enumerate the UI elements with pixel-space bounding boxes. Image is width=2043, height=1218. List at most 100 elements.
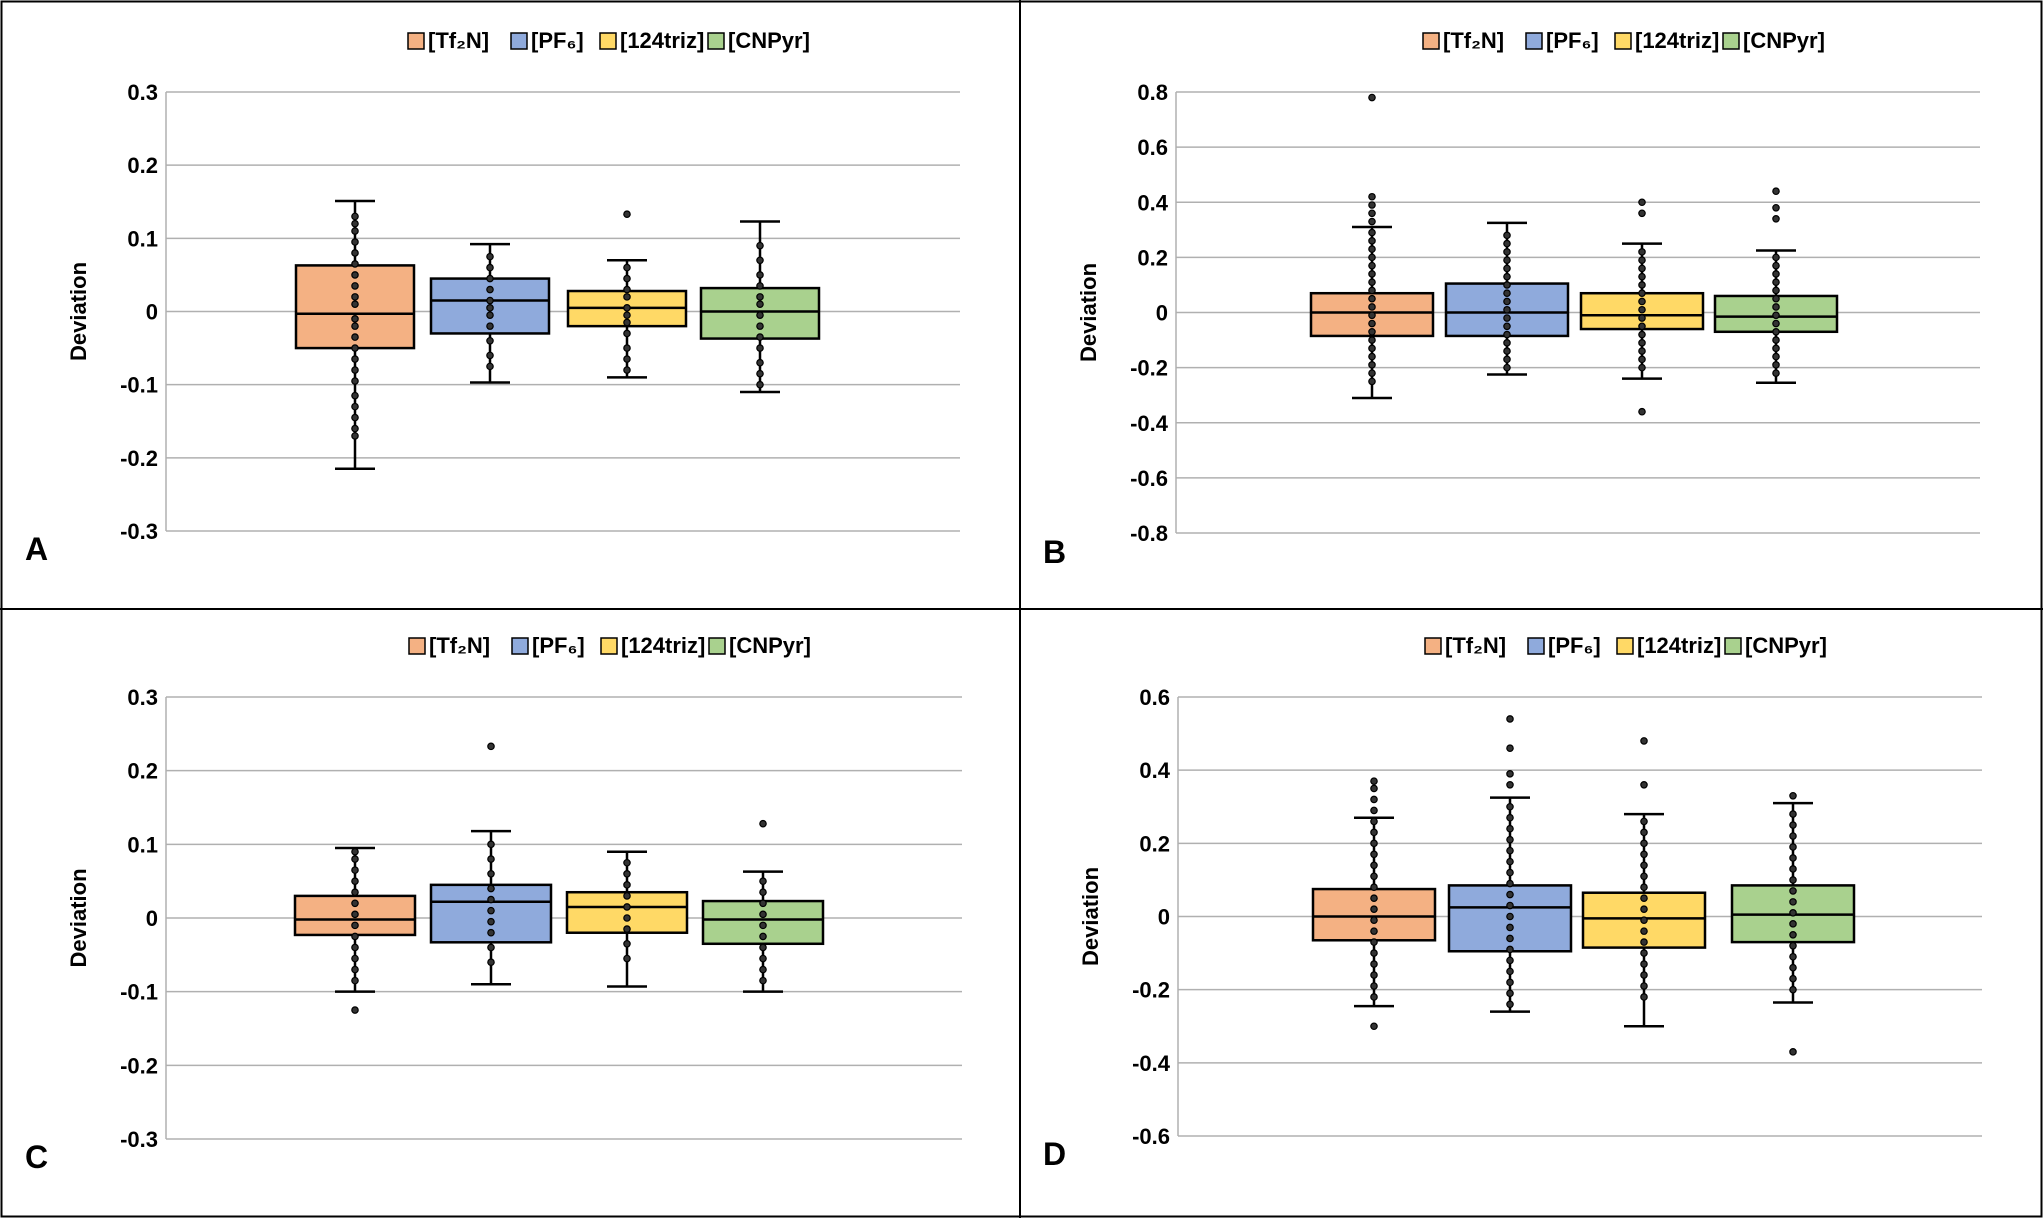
data-point: [1503, 264, 1511, 273]
data-point: [487, 742, 495, 751]
legend-label: [CNPyr]: [1743, 28, 1825, 53]
data-point: [1789, 1048, 1797, 1056]
data-point: [1506, 978, 1514, 987]
data-point: [1772, 319, 1780, 328]
data-point: [1640, 737, 1648, 745]
data-point: [1506, 835, 1514, 844]
y-tick-label: 0.1: [127, 226, 158, 251]
legend-label: [124triz]: [621, 633, 705, 658]
data-point: [759, 877, 767, 885]
box-group: [699, 220, 821, 394]
data-point: [351, 921, 359, 930]
data-point: [1368, 93, 1376, 102]
data-point: [1772, 253, 1780, 262]
data-point: [1368, 344, 1376, 353]
data-point: [623, 366, 631, 374]
legend-swatch: [1722, 32, 1740, 50]
data-point: [1638, 363, 1646, 372]
data-point: [1368, 369, 1376, 377]
legend-label: [PF₆]: [532, 633, 585, 658]
data-point: [1370, 795, 1378, 804]
y-tick-label: -0.6: [1132, 1124, 1170, 1149]
y-tick-label: -0.3: [120, 519, 158, 544]
data-point: [759, 932, 767, 941]
data-point: [623, 914, 631, 922]
data-point: [1503, 248, 1511, 256]
data-point: [1503, 339, 1511, 347]
data-point: [1503, 347, 1511, 355]
data-point: [1506, 744, 1514, 753]
data-point: [1506, 1000, 1514, 1009]
data-point: [351, 377, 359, 385]
data-point: [759, 888, 767, 897]
data-point: [1370, 982, 1378, 990]
box-group: [1713, 187, 1839, 385]
legend-label: [124triz]: [1637, 633, 1721, 658]
box-group: [294, 199, 416, 471]
legend-swatch: [707, 32, 725, 50]
data-point: [1506, 945, 1514, 954]
data-point: [759, 976, 767, 985]
data-point: [756, 282, 764, 290]
data-point: [1506, 956, 1514, 965]
panel-C: 0.3 0.2 0.1 0 -0.1 -0.2 -0.3 Deviation C [Tf₂N] [P…: [25, 633, 962, 1175]
data-point: [487, 928, 495, 937]
data-point: [487, 884, 495, 893]
data-point: [1503, 272, 1511, 281]
data-point: [1640, 861, 1648, 870]
panel-letter: A: [25, 531, 48, 567]
data-point: [1503, 256, 1511, 264]
data-point: [1506, 770, 1514, 778]
y-axis-label: Deviation: [66, 868, 91, 967]
data-point: [1772, 352, 1780, 361]
data-point: [1368, 201, 1376, 209]
data-point: [623, 881, 631, 889]
data-point: [486, 351, 494, 360]
data-point: [1772, 214, 1780, 223]
box-group: [1730, 791, 1856, 1056]
legend-swatch: [1724, 637, 1742, 655]
y-tick-label: -0.1: [120, 373, 158, 398]
legend-label: [Tf₂N]: [429, 633, 490, 658]
data-point: [623, 285, 631, 294]
data-point: [1506, 879, 1514, 888]
y-tick-label: 0.2: [1137, 245, 1168, 270]
data-point: [1789, 963, 1797, 972]
data-point: [1772, 286, 1780, 295]
data-point: [351, 271, 359, 279]
box-group: [1447, 715, 1573, 1013]
legend-swatch: [408, 637, 426, 655]
data-point: [756, 322, 764, 330]
data-point: [1370, 905, 1378, 913]
data-point: [1368, 286, 1376, 295]
data-point: [1789, 832, 1797, 840]
data-point: [1789, 821, 1797, 829]
panel-letter: B: [1043, 534, 1066, 570]
data-point: [756, 344, 764, 352]
data-point: [759, 921, 767, 930]
data-point: [1370, 960, 1378, 968]
data-point: [1638, 264, 1646, 273]
data-point: [1368, 311, 1376, 320]
data-point: [487, 917, 495, 926]
y-tick-label: 0: [146, 300, 158, 325]
box-group: [566, 210, 688, 379]
data-point: [1368, 278, 1376, 286]
data-point: [1503, 322, 1511, 331]
data-point: [623, 355, 631, 363]
legend-swatch: [1616, 637, 1634, 655]
data-point: [1640, 780, 1648, 789]
data-point: [1640, 905, 1648, 913]
y-tick-label: 0.2: [127, 153, 158, 178]
data-point: [351, 300, 359, 308]
data-point: [351, 943, 359, 952]
data-point: [1368, 327, 1376, 336]
data-point: [487, 943, 495, 952]
data-point: [487, 869, 495, 878]
legend-swatch: [708, 637, 726, 655]
legend-swatch: [1422, 32, 1440, 50]
box-group: [565, 850, 689, 988]
data-point: [623, 293, 631, 301]
data-point: [1640, 971, 1648, 979]
data-point: [1638, 209, 1646, 218]
